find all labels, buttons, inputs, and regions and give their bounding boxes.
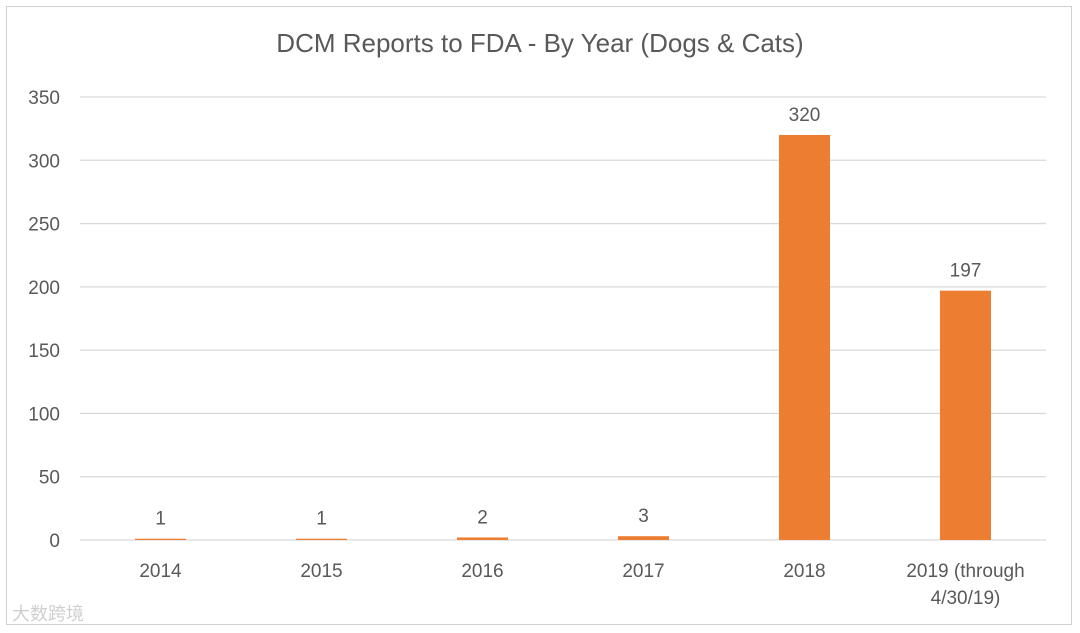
- data-label-3: 2: [477, 507, 488, 528]
- x-tick-label-3: 2016: [461, 561, 503, 582]
- x-tick-label-5: 2018: [783, 561, 825, 582]
- y-tick-label-0: 0: [49, 531, 60, 552]
- x-tick-label-2: 2015: [300, 561, 342, 582]
- bar-2: [296, 538, 347, 540]
- data-label-6: 197: [950, 261, 982, 282]
- y-tick-label-50: 50: [39, 468, 60, 489]
- data-label-2: 1: [316, 509, 327, 530]
- watermark-text: 大数跨境: [12, 604, 84, 625]
- bar-1: [135, 538, 186, 540]
- x-tick-label-1: 2014: [139, 561, 182, 582]
- bar-3: [457, 537, 508, 540]
- y-tick-label-350: 350: [28, 88, 60, 109]
- y-tick-label-200: 200: [28, 278, 60, 299]
- y-tick-label-300: 300: [28, 151, 60, 172]
- chart-frame: [6, 6, 1072, 625]
- bar-6: [940, 290, 991, 540]
- data-label-5: 320: [789, 105, 821, 126]
- x-tick-label-6-line-2: 4/30/19): [931, 588, 1001, 609]
- x-tick-label-6-line-1: 2019 (through: [906, 561, 1024, 582]
- bar-4: [618, 536, 669, 540]
- x-tick-label-4: 2017: [622, 561, 664, 582]
- chart-title: DCM Reports to FDA - By Year (Dogs & Cat…: [276, 28, 804, 58]
- data-label-4: 3: [638, 506, 649, 527]
- y-tick-label-150: 150: [28, 341, 60, 362]
- bar-5: [779, 134, 830, 540]
- y-tick-label-100: 100: [28, 404, 60, 425]
- data-label-1: 1: [155, 509, 166, 530]
- y-tick-label-250: 250: [28, 215, 60, 236]
